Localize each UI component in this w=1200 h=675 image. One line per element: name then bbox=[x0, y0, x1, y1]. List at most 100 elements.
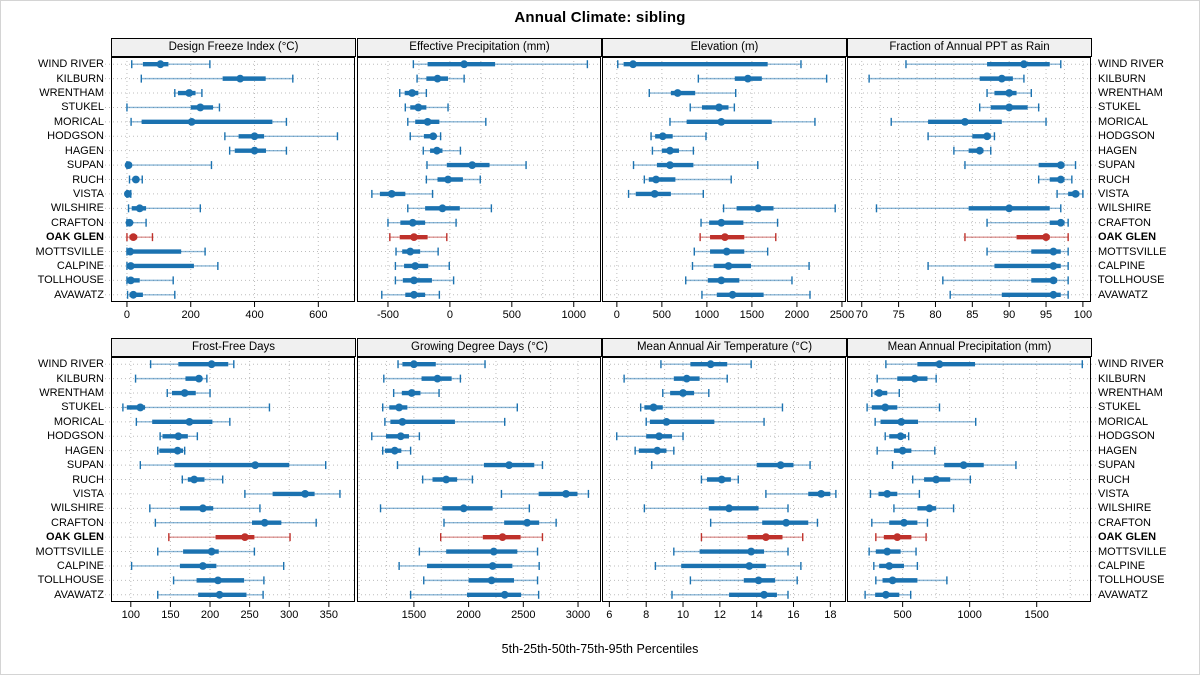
median-dot bbox=[395, 403, 404, 412]
station-label-right: HAGEN bbox=[1098, 144, 1138, 157]
station-label-right: TOLLHOUSE bbox=[1098, 574, 1165, 587]
percentile-row-oak-glen bbox=[168, 533, 291, 542]
percentile-row-vista bbox=[244, 489, 341, 498]
percentile-row-avawatz bbox=[409, 590, 540, 599]
median-dot bbox=[679, 389, 687, 397]
panel-plot-area bbox=[847, 57, 1097, 307]
percentile-row-kilburn bbox=[383, 374, 462, 383]
percentile-row-ruch bbox=[421, 475, 474, 484]
percentile-row-crafton bbox=[700, 218, 779, 227]
median-dot bbox=[240, 533, 249, 542]
axis-tick-label: 85 bbox=[966, 309, 979, 321]
axis-tick-label: 95 bbox=[1039, 309, 1053, 321]
percentile-row-wrentham bbox=[871, 389, 900, 398]
median-dot bbox=[1020, 60, 1028, 69]
percentile-row-hodgson bbox=[371, 432, 421, 441]
percentile-row-hagen bbox=[422, 146, 462, 155]
median-dot bbox=[408, 218, 417, 227]
percentile-row-wilshire bbox=[379, 504, 531, 513]
median-dot bbox=[883, 490, 892, 498]
median-dot bbox=[126, 247, 135, 256]
percentile-row-kilburn bbox=[697, 74, 828, 83]
median-dot bbox=[817, 490, 826, 498]
station-label-left: WIND RIVER bbox=[38, 358, 104, 371]
median-dot bbox=[655, 432, 663, 441]
station-label-left: HODGSON bbox=[47, 430, 104, 443]
median-dot bbox=[652, 175, 660, 184]
percentile-row-stukel bbox=[978, 103, 1040, 112]
median-dot bbox=[888, 576, 897, 585]
percentile-row-avawatz bbox=[671, 590, 789, 599]
median-dot bbox=[961, 117, 969, 126]
percentile-row-supan bbox=[139, 461, 327, 470]
station-label-left: TOLLHOUSE bbox=[37, 574, 104, 587]
median-dot bbox=[975, 146, 984, 155]
percentile-row-wrentham bbox=[399, 89, 428, 98]
station-label-left: STUKEL bbox=[61, 101, 104, 114]
percentile-row-wrentham bbox=[166, 389, 211, 398]
median-dot bbox=[124, 161, 133, 169]
percentile-row-oak-glen bbox=[699, 233, 777, 242]
percentile-row-stukel bbox=[866, 403, 941, 412]
axis-tick-label: 70 bbox=[855, 309, 868, 321]
station-label-right: SUPAN bbox=[1098, 459, 1136, 472]
median-dot bbox=[410, 233, 418, 242]
percentile-row-mottsville bbox=[868, 547, 917, 556]
percentile-row-oak-glen bbox=[126, 233, 154, 242]
median-dot bbox=[649, 403, 658, 412]
station-label-right: STUKEL bbox=[1098, 401, 1141, 414]
station-label-left: AVAWATZ bbox=[54, 288, 104, 301]
axis-tick-label: 400 bbox=[245, 309, 264, 321]
percentile-row-avawatz bbox=[864, 590, 912, 599]
percentile-row-stukel bbox=[689, 103, 736, 112]
median-dot bbox=[125, 218, 134, 227]
percentile-row-hagen bbox=[382, 446, 412, 455]
percentile-row-wind-river bbox=[412, 60, 589, 69]
median-dot bbox=[185, 89, 194, 97]
median-dot bbox=[423, 117, 432, 126]
station-label-left: STUKEL bbox=[61, 401, 104, 414]
percentile-row-oak-glen bbox=[700, 533, 804, 542]
median-dot bbox=[743, 74, 752, 83]
median-dot bbox=[722, 247, 731, 256]
panel-header: Growing Degree Days (°C) bbox=[357, 338, 602, 357]
axis-tick-label: 8 bbox=[643, 609, 650, 621]
station-label-left: MOTTSVILLE bbox=[35, 545, 104, 558]
median-dot bbox=[468, 161, 477, 169]
percentile-row-wind-river bbox=[617, 60, 802, 69]
median-dot bbox=[629, 60, 637, 69]
percentile-row-ruch bbox=[128, 175, 143, 184]
percentile-row-wilshire bbox=[875, 204, 1062, 213]
axis-tick-label: 500 bbox=[502, 309, 521, 321]
median-dot bbox=[754, 204, 763, 213]
axis-tick-label: 2000 bbox=[456, 609, 481, 621]
median-dot bbox=[390, 446, 399, 455]
median-dot bbox=[721, 233, 729, 242]
station-label-left: HAGEN bbox=[64, 444, 104, 457]
percentile-row-mottsville bbox=[673, 547, 789, 556]
median-dot bbox=[776, 461, 785, 469]
station-label-right: MORICAL bbox=[1098, 115, 1149, 128]
median-dot bbox=[747, 547, 756, 556]
median-dot bbox=[760, 590, 768, 599]
percentile-row-ruch bbox=[181, 475, 224, 484]
median-dot bbox=[1049, 276, 1058, 285]
median-dot bbox=[1071, 190, 1080, 198]
percentile-row-mottsville bbox=[157, 547, 256, 556]
percentile-row-avawatz bbox=[701, 290, 811, 299]
median-dot bbox=[925, 504, 934, 513]
percentile-row-supan bbox=[632, 161, 759, 170]
median-dot bbox=[433, 374, 442, 383]
median-dot bbox=[215, 590, 224, 599]
panel-header: Effective Precipitation (mm) bbox=[357, 38, 602, 57]
axis-tick-label: 12 bbox=[713, 609, 726, 621]
station-label-left: RUCH bbox=[72, 173, 104, 186]
percentile-row-hagen bbox=[157, 446, 186, 455]
median-dot bbox=[725, 504, 733, 513]
percentile-row-morical bbox=[890, 117, 1047, 126]
median-dot bbox=[236, 74, 245, 83]
percentile-row-wilshire bbox=[149, 504, 261, 513]
axis-tick-label: 350 bbox=[319, 609, 339, 621]
median-dot bbox=[198, 504, 207, 513]
